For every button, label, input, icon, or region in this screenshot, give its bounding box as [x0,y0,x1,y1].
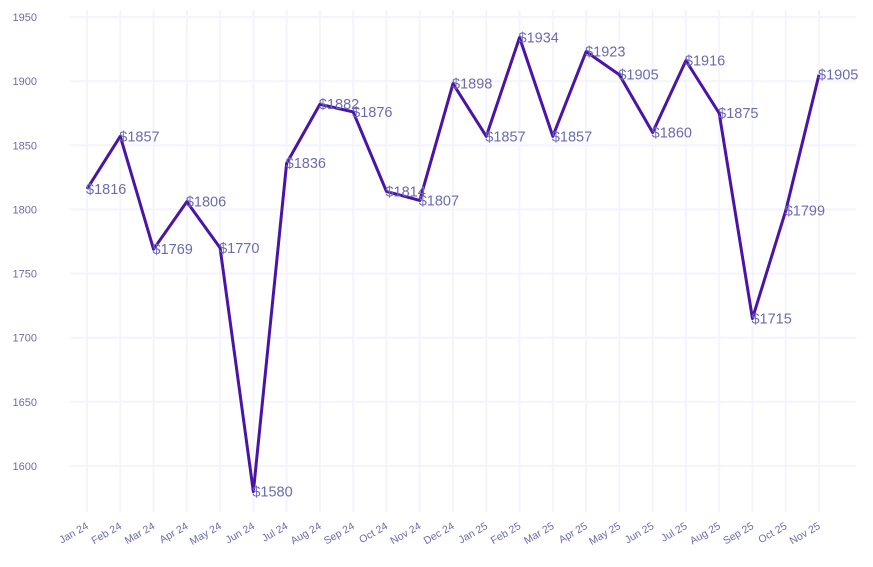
y-tick-label: 1700 [13,333,37,345]
x-tick-label: Oct 25 [756,520,789,546]
y-tick-label: 1950 [13,12,37,24]
x-tick-label: Apr 25 [557,520,590,546]
y-tick-label: 1850 [13,140,37,152]
x-tick-label: Feb 25 [489,520,523,547]
y-axis: 1600 1650 1700 1750 1800 1850 1900 1950 [13,12,37,473]
x-tick-label: Jul 25 [659,520,689,544]
data-label: $1807 [419,193,459,209]
y-tick-label: 1650 [13,397,37,409]
data-label: $1857 [552,129,592,145]
data-label: $1814 [385,184,425,200]
x-tick-label: Dec 24 [422,520,457,547]
data-label: $1923 [585,45,625,61]
data-label: $1882 [319,97,359,113]
x-tick-label: Jun 24 [224,520,257,546]
x-tick-label: Mar 25 [522,520,556,547]
x-tick-label: Jan 25 [456,520,489,546]
data-label: $1836 [286,156,326,172]
data-label: $1875 [718,106,758,122]
x-tick-label: Oct 24 [357,520,390,546]
x-tick-label: Nov 24 [388,520,423,547]
data-label: $1898 [452,77,492,93]
data-label: $1876 [352,105,392,121]
y-tick-label: 1800 [13,204,37,216]
grid [70,10,856,512]
data-label: $1769 [153,242,193,258]
y-tick-label: 1750 [13,269,37,281]
x-tick-label: Mar 24 [123,520,157,547]
data-label: $1857 [119,129,159,145]
data-label: $1799 [785,204,825,220]
x-tick-label: Aug 25 [688,520,723,547]
data-label: $1857 [485,129,525,145]
x-tick-label: May 24 [188,520,224,548]
data-label: $1806 [186,195,226,211]
data-label: $1715 [751,311,791,327]
x-tick-label: May 25 [587,520,623,548]
data-label: $1770 [219,241,259,257]
x-tick-label: Nov 25 [788,520,823,547]
data-label: $1905 [818,68,858,84]
data-label: $1860 [652,125,692,141]
data-label: $1916 [685,54,725,70]
x-tick-label: Jan 24 [57,520,90,546]
data-label: $1934 [519,31,559,47]
y-tick-label: 1900 [13,76,37,88]
x-tick-label: Sep 25 [721,520,756,547]
x-tick-label: Jun 25 [623,520,656,546]
x-tick-label: Sep 24 [322,520,357,547]
x-tick-label: Aug 24 [289,520,324,547]
data-label: $1580 [252,485,292,501]
x-tick-label: Feb 24 [89,520,123,547]
data-labels: $1816 $1857 $1769 $1806 $1770 $1580 $1836 $1882… [86,31,858,501]
y-tick-label: 1600 [13,461,37,473]
series-line [85,36,821,494]
x-tick-label: Apr 24 [158,520,191,546]
data-label: $1905 [618,68,658,84]
data-label: $1816 [86,182,126,198]
x-tick-label: Jul 24 [260,520,290,544]
